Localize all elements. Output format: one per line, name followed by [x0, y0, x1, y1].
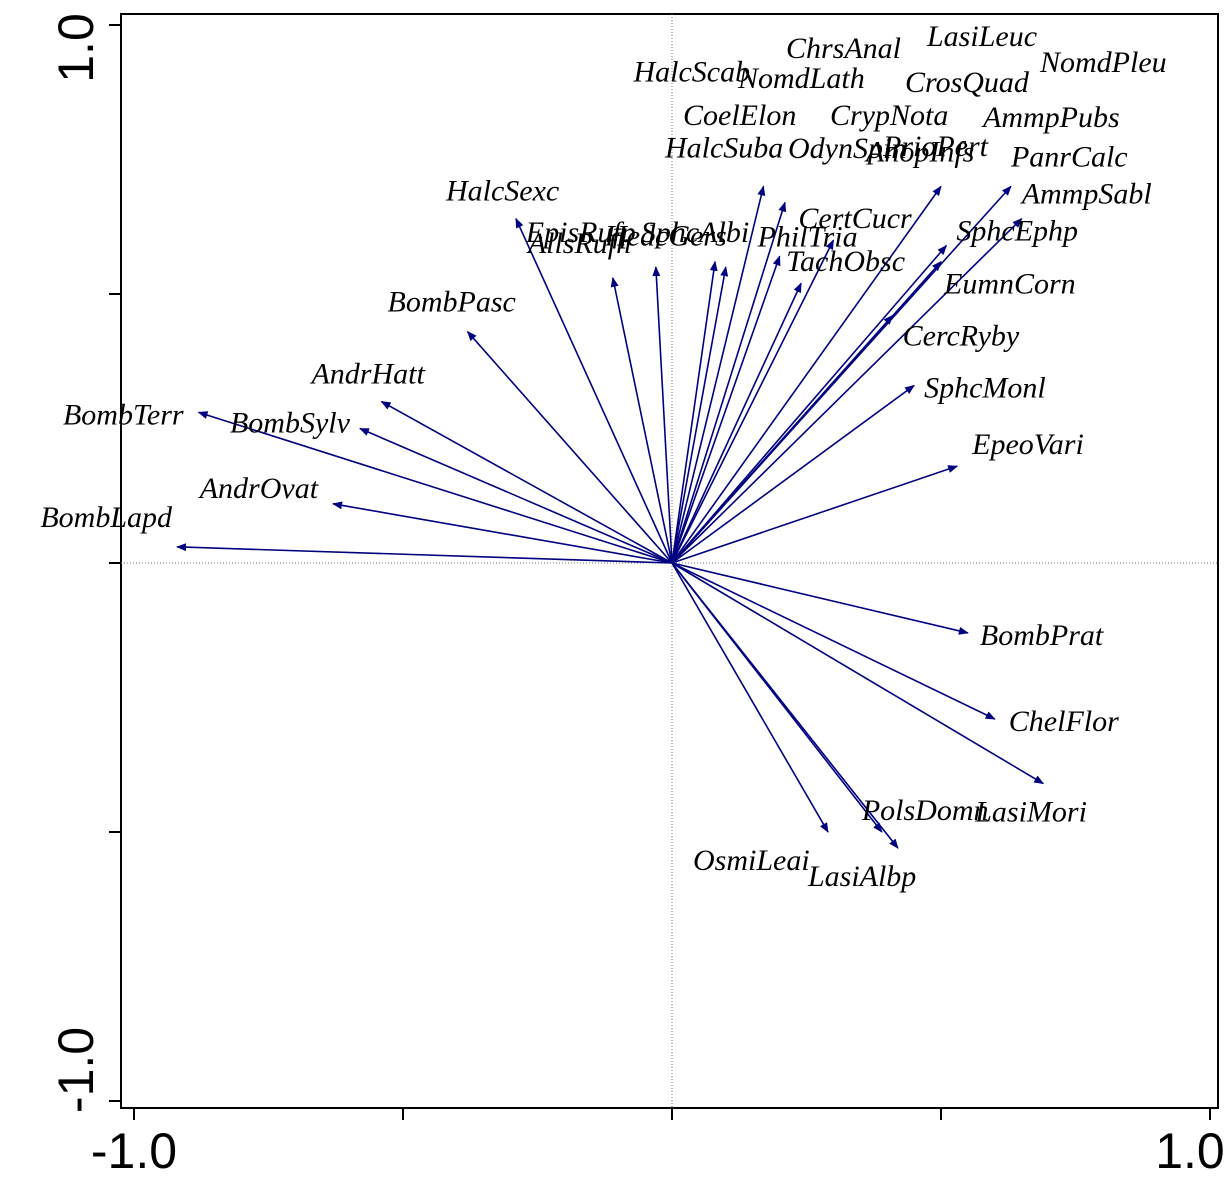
species-arrow-allsrufh: [610, 276, 673, 564]
species-label-anopinfs: AnopInfs: [864, 135, 974, 168]
species-arrow-anopinfs: [671, 185, 942, 564]
species-label-sphcalbi: SphcAlbi: [641, 216, 749, 249]
species-label-episrufp: EpisRufp: [525, 216, 636, 249]
species-label-bomblapd: BombLapd: [40, 501, 173, 534]
species-label-andrhatt: AndrHatt: [309, 358, 425, 391]
species-label-chelflor: ChelFlor: [1009, 705, 1119, 738]
species-arrow-lasimori: [671, 562, 1045, 785]
species-label-nomdlath: NomdLath: [737, 62, 865, 95]
species-label-certcucr: CertCucr: [798, 202, 912, 235]
species-label-philtria: PhilTria: [757, 220, 858, 253]
species-label-lasialbp: LasiAlbp: [807, 860, 916, 893]
species-arrow-tachobsc: [671, 282, 802, 564]
x-tick-label-max: 1.0: [1155, 1123, 1225, 1177]
species-label-allsrufh: AllsRufh: [526, 227, 631, 260]
species-label-sphcephp: SphcEphp: [956, 215, 1078, 248]
species-label-halcscab: HalcScab: [632, 55, 750, 88]
species-arrow-androvat: [332, 501, 673, 564]
species-label-bombprat: BombPrat: [980, 619, 1104, 652]
species-label-odynspin: OdynSpin: [788, 132, 906, 165]
species-arrow-bombsylv: [359, 427, 673, 564]
species-label-polsdomn: PolsDomn: [861, 794, 989, 827]
species-arrow-philtria: [671, 255, 781, 564]
species-arrow-halcsuba: [671, 201, 787, 564]
x-axis-ticks: [133, 1108, 1211, 1120]
species-label-bombsylv: BombSylv: [230, 407, 351, 440]
species-arrow-andrhatt: [380, 400, 673, 564]
species-label-eumncorn: EumnCorn: [943, 268, 1076, 301]
species-label-halcsuba: HalcSuba: [664, 132, 783, 165]
species-label-ammpsabl: AmmpSabl: [1020, 178, 1152, 211]
species-label-sphcmonl: SphcMonl: [924, 371, 1046, 404]
species-arrow-halcsexc: [515, 217, 673, 564]
species-arrow-sphcalbi: [652, 266, 673, 564]
species-arrow-lasialbp: [671, 562, 899, 849]
species-label-bombterr: BombTerr: [63, 398, 184, 431]
species-label-priopert: PrioPert: [882, 130, 989, 163]
species-label-crypnota: CrypNota: [830, 99, 948, 132]
plot-frame: [120, 13, 1219, 1109]
species-arrow-bombprat: [671, 562, 969, 635]
species-arrow-cercryby: [671, 314, 894, 564]
species-arrow-bombpasc: [466, 330, 673, 564]
y-tick-label-min: -1.0: [48, 1027, 104, 1113]
species-label-nomdpleu: NomdPleu: [1039, 46, 1167, 79]
x-tick-label-min: -1.0: [91, 1123, 177, 1177]
species-arrow-hedcgers: [671, 260, 718, 564]
species-label-cercryby: CercRyby: [903, 320, 1020, 353]
species-arrow-bombterr: [197, 411, 673, 564]
species-arrow-certcucr: [671, 239, 835, 564]
species-label-bombpasc: BombPasc: [388, 286, 516, 319]
species-arrow-chelflor: [671, 562, 996, 720]
species-label-androvat: AndrOvat: [198, 472, 319, 505]
species-arrows: [176, 185, 1045, 849]
species-labels: BombLapd AndrOvat BombTerr BombSylv AndrHatt…: [40, 55, 1151, 893]
species-arrow-halcscab: [671, 185, 766, 564]
species-arrow-sphcmonl: [671, 384, 915, 564]
species-label-panrcalc: PanrCalc: [1010, 140, 1128, 173]
species-label-coelelon: CoelElon: [683, 99, 796, 132]
species-label-hedcgers: HedcGers: [604, 220, 727, 253]
species-label-epeovari: EpeoVari: [971, 428, 1084, 461]
species-label-crosquad: CrosQuad: [905, 66, 1030, 99]
species-label-halcsexc: HalcSexc: [445, 175, 559, 208]
species-label-ammppubs: AmmpPubs: [981, 101, 1120, 134]
species-label-lasimori: LasiMori: [974, 796, 1087, 829]
species-label-osmileai: OsmiLeai: [693, 844, 810, 877]
y-axis-ticks: [109, 24, 121, 1102]
species-label-tachobsc: TachObsc: [786, 245, 905, 278]
species-arrow-sphcephp: [671, 244, 948, 564]
species-label-lasileuc: LasiLeuc: [926, 20, 1037, 53]
species-arrow-osmileai: [671, 562, 829, 833]
species-label-chrsanal: ChrsAnal: [786, 32, 901, 65]
y-tick-label-max: 1.0: [48, 13, 104, 83]
species-arrow-epeovari: [671, 465, 959, 564]
species-arrow-episrufp: [671, 266, 729, 564]
species-arrow-ammpsabl: [671, 217, 1023, 564]
species-arrow-bomblapd: [176, 543, 673, 564]
